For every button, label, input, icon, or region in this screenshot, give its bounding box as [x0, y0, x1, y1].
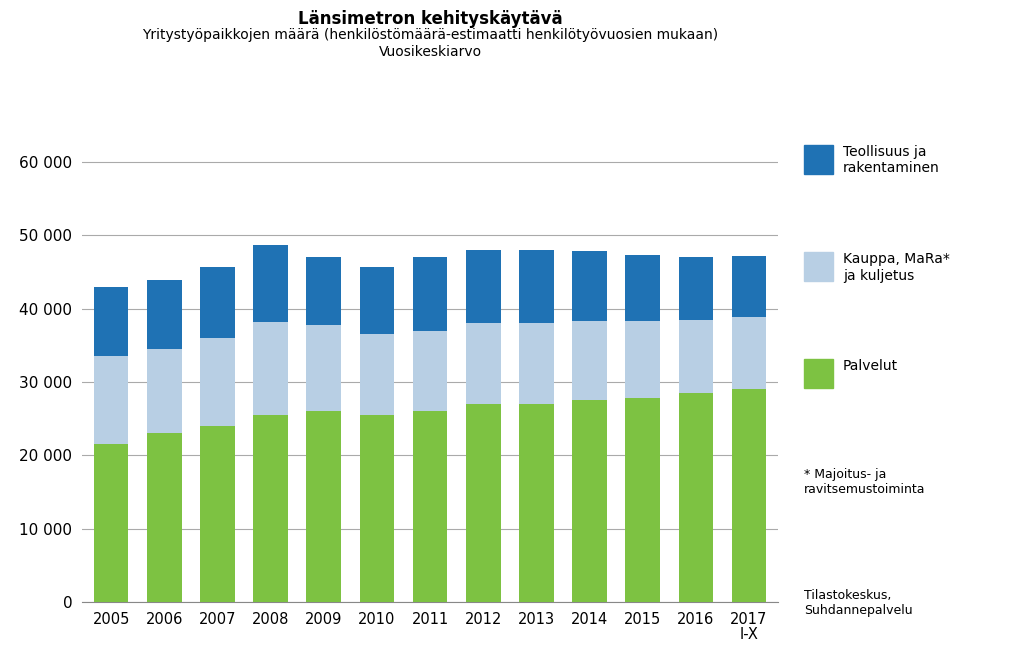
Text: Vuosikeskiarvo: Vuosikeskiarvo: [379, 45, 481, 60]
Bar: [306, 411, 341, 602]
Bar: [572, 251, 607, 321]
Bar: [359, 267, 394, 334]
Bar: [413, 330, 447, 411]
Text: Kauppa, MaRa*
ja kuljetus: Kauppa, MaRa* ja kuljetus: [843, 252, 949, 282]
Bar: [147, 434, 181, 602]
Bar: [626, 321, 660, 398]
Bar: [626, 255, 660, 321]
Bar: [732, 317, 766, 389]
Text: Tilastokeskus,
Suhdannepalvelu: Tilastokeskus, Suhdannepalvelu: [804, 589, 912, 617]
Bar: [94, 286, 128, 357]
Bar: [626, 398, 660, 602]
Bar: [466, 323, 501, 404]
Bar: [519, 250, 554, 323]
Bar: [94, 357, 128, 444]
Bar: [253, 322, 288, 415]
Bar: [94, 444, 128, 602]
Bar: [572, 400, 607, 602]
Bar: [732, 389, 766, 602]
Bar: [466, 250, 501, 323]
Bar: [253, 415, 288, 602]
Bar: [466, 404, 501, 602]
Bar: [572, 321, 607, 400]
Bar: [359, 334, 394, 415]
Bar: [306, 258, 341, 326]
Text: Yritystyöpaikkojen määrä (henkilöstömäärä-estimaatti henkilötyövuosien mukaan): Yritystyöpaikkojen määrä (henkilöstömäär…: [142, 28, 718, 42]
Bar: [519, 323, 554, 404]
Bar: [519, 404, 554, 602]
Bar: [679, 393, 713, 602]
Text: Länsimetron kehityskäytävä: Länsimetron kehityskäytävä: [298, 10, 562, 28]
Bar: [200, 338, 234, 426]
Bar: [253, 245, 288, 322]
Bar: [147, 349, 181, 434]
Bar: [147, 280, 181, 349]
Bar: [679, 320, 713, 393]
Bar: [732, 256, 766, 317]
Text: Teollisuus ja
rakentaminen: Teollisuus ja rakentaminen: [843, 145, 939, 175]
Bar: [679, 258, 713, 320]
Bar: [413, 411, 447, 602]
Bar: [413, 258, 447, 330]
Bar: [359, 415, 394, 602]
Text: Palvelut: Palvelut: [843, 359, 898, 373]
Text: * Majoitus- ja
ravitsemustoiminta: * Majoitus- ja ravitsemustoiminta: [804, 468, 926, 496]
Bar: [200, 267, 234, 338]
Bar: [306, 326, 341, 411]
Bar: [200, 426, 234, 602]
